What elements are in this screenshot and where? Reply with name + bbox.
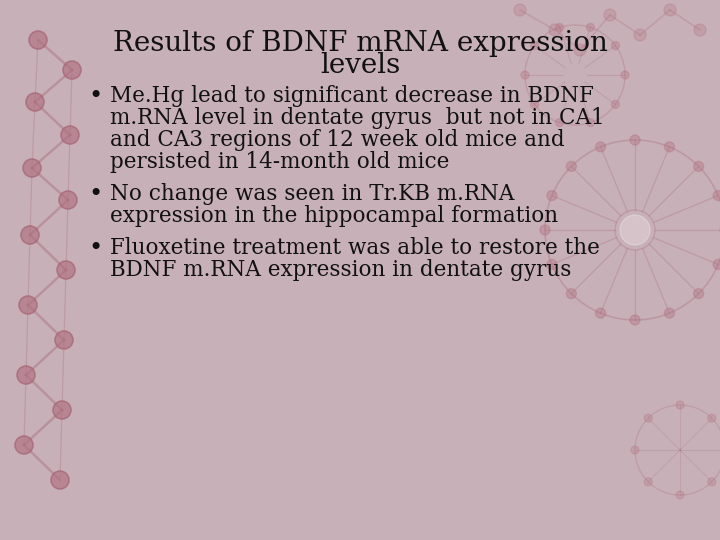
Circle shape	[17, 366, 35, 384]
Circle shape	[556, 119, 564, 126]
Circle shape	[547, 259, 557, 269]
Circle shape	[556, 23, 564, 31]
Circle shape	[21, 226, 39, 244]
Circle shape	[63, 61, 81, 79]
Circle shape	[26, 93, 44, 111]
Circle shape	[611, 42, 619, 50]
Circle shape	[587, 23, 595, 31]
Circle shape	[51, 471, 69, 489]
Text: and CA3 regions of 12 week old mice and: and CA3 regions of 12 week old mice and	[110, 129, 564, 151]
Circle shape	[521, 71, 529, 79]
Circle shape	[634, 29, 646, 41]
Circle shape	[53, 401, 71, 419]
Circle shape	[57, 261, 75, 279]
Circle shape	[531, 100, 539, 109]
Circle shape	[531, 42, 539, 50]
Text: BDNF m.RNA expression in dentate gyrus: BDNF m.RNA expression in dentate gyrus	[110, 259, 572, 281]
Circle shape	[540, 225, 550, 235]
Text: Me.Hg lead to significant decrease in BDNF: Me.Hg lead to significant decrease in BD…	[110, 85, 594, 107]
Circle shape	[713, 191, 720, 200]
Text: expression in the hippocampal formation: expression in the hippocampal formation	[110, 205, 558, 227]
Circle shape	[708, 414, 716, 422]
Text: •: •	[88, 237, 102, 260]
Text: persisted in 14-month old mice: persisted in 14-month old mice	[110, 151, 449, 173]
Circle shape	[693, 289, 703, 299]
Text: Fluoxetine treatment was able to restore the: Fluoxetine treatment was able to restore…	[110, 237, 600, 259]
Text: •: •	[88, 183, 102, 206]
Circle shape	[574, 44, 586, 56]
Circle shape	[587, 119, 595, 126]
Circle shape	[665, 308, 675, 318]
Circle shape	[514, 4, 526, 16]
Circle shape	[604, 9, 616, 21]
Circle shape	[621, 71, 629, 79]
Circle shape	[620, 215, 650, 245]
Circle shape	[676, 401, 684, 409]
Text: m.RNA level in dentate gyrus  but not in CA1: m.RNA level in dentate gyrus but not in …	[110, 107, 605, 129]
Text: •: •	[88, 85, 102, 108]
Circle shape	[676, 491, 684, 499]
Circle shape	[567, 161, 577, 171]
Circle shape	[664, 4, 676, 16]
Circle shape	[630, 135, 640, 145]
Circle shape	[595, 142, 606, 152]
Circle shape	[630, 315, 640, 325]
Circle shape	[595, 308, 606, 318]
Circle shape	[708, 478, 716, 486]
Text: levels: levels	[320, 52, 400, 79]
Circle shape	[55, 331, 73, 349]
Circle shape	[29, 31, 47, 49]
Circle shape	[713, 259, 720, 269]
Circle shape	[567, 289, 577, 299]
Circle shape	[19, 296, 37, 314]
Circle shape	[665, 142, 675, 152]
Circle shape	[644, 414, 652, 422]
Circle shape	[23, 159, 41, 177]
Circle shape	[644, 478, 652, 486]
Circle shape	[694, 24, 706, 36]
Circle shape	[15, 436, 33, 454]
Text: Results of BDNF mRNA expression: Results of BDNF mRNA expression	[112, 30, 608, 57]
Circle shape	[547, 191, 557, 200]
Circle shape	[549, 24, 561, 36]
Circle shape	[693, 161, 703, 171]
Circle shape	[61, 126, 79, 144]
Circle shape	[631, 446, 639, 454]
Circle shape	[611, 100, 619, 109]
Text: No change was seen in Tr.KB m.RNA: No change was seen in Tr.KB m.RNA	[110, 183, 514, 205]
Circle shape	[59, 191, 77, 209]
